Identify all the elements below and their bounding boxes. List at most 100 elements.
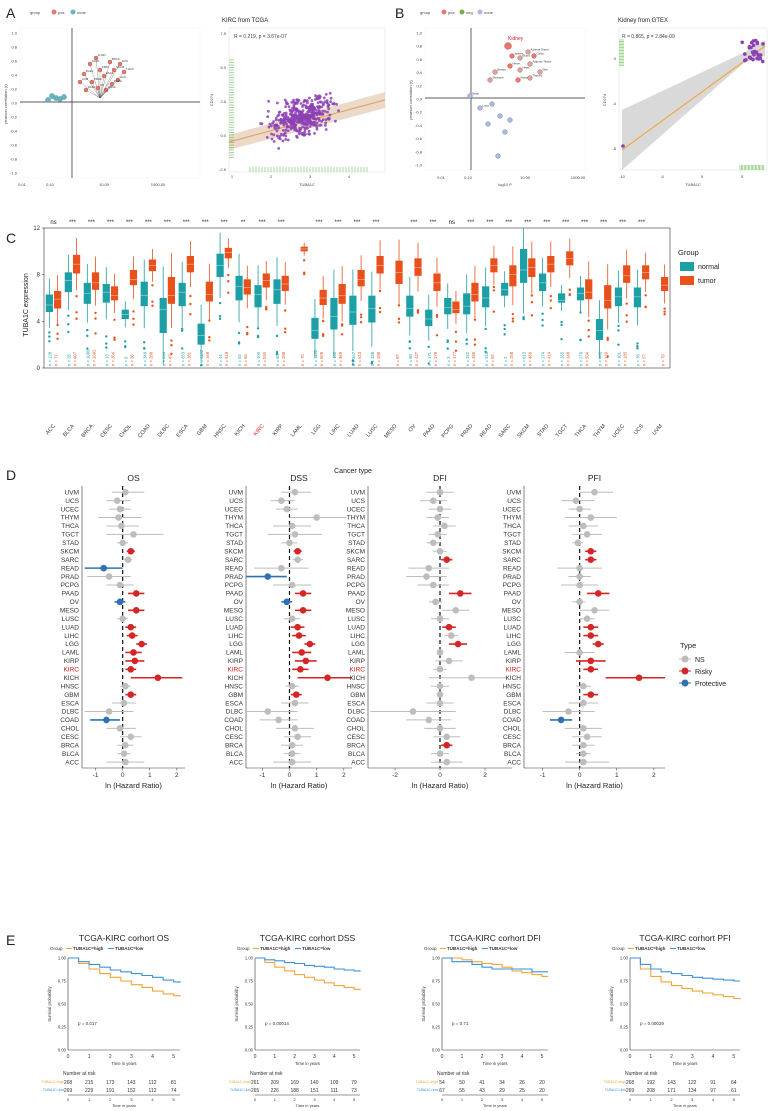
- corr-point-b: [755, 56, 759, 61]
- corr-point: [275, 129, 279, 133]
- normal-outlier: [124, 345, 127, 348]
- legend-pos-marker: [51, 9, 57, 15]
- tumor-outlier: [625, 314, 628, 317]
- forest-category-label: LGG: [507, 641, 521, 648]
- point-label-b: Blood: [523, 54, 531, 58]
- normal-outlier: [218, 317, 222, 321]
- forest-category-label: LUAD: [226, 624, 244, 631]
- corr-point: [277, 136, 280, 140]
- significance-label: ***: [278, 220, 286, 226]
- normal-outlier: [275, 352, 279, 356]
- normal-outlier: [484, 347, 487, 350]
- km-high-curve: [442, 957, 548, 977]
- km-x-tick: 0: [254, 1054, 257, 1060]
- corr-point: [307, 129, 311, 133]
- pos-point: [93, 55, 99, 61]
- c-y-tick-label: 0: [37, 366, 41, 372]
- forest-estimate: [313, 514, 320, 521]
- corr-point: [310, 104, 313, 108]
- forest-category-label: ACC: [65, 759, 79, 766]
- tumor-box: [205, 281, 213, 302]
- panel-b-scatter: group pos neg none pearson correlation (…: [408, 9, 586, 187]
- forest-estimate: [580, 750, 587, 757]
- significance-label: ***: [486, 220, 494, 226]
- pos-point: [115, 77, 121, 83]
- x-tick-label-b: 1000.00: [571, 175, 586, 180]
- significance-label: ns: [449, 220, 455, 226]
- y-tick-label-b: 0.4: [416, 70, 422, 75]
- tumor-outlier: [454, 340, 458, 343]
- corr-point: [303, 130, 307, 134]
- km-legend-low: TUBA1C=low: [677, 946, 706, 951]
- corr-point: [277, 113, 281, 117]
- corr-point: [292, 126, 296, 130]
- forest-estimate: [635, 674, 643, 682]
- forest-category-label: LAML: [226, 650, 243, 657]
- point-label: KIRC: [102, 65, 109, 69]
- category-label: SARC: [498, 423, 512, 439]
- normal-outlier: [48, 331, 51, 334]
- corr-point: [284, 128, 288, 132]
- pos-point-b: [492, 69, 498, 75]
- km-risk-low: 29: [499, 1088, 505, 1094]
- corr-y-title-b: CD274: [602, 93, 607, 106]
- forest-category-label: DLBC: [62, 709, 80, 716]
- corr-y-tick: 2.5: [220, 99, 226, 104]
- corr-point-b: [754, 50, 759, 55]
- corr-point: [324, 128, 328, 131]
- forest-estimate: [580, 741, 587, 749]
- forest-estimate: [291, 725, 299, 732]
- point-label: LUAD: [98, 53, 105, 57]
- forest-x-tick-label: 0: [288, 772, 292, 779]
- leader-line: [99, 61, 111, 99]
- forest-estimate: [587, 556, 595, 563]
- corr-point: [266, 115, 270, 118]
- significance-label: ***: [335, 220, 343, 226]
- normal-outlier: [636, 347, 639, 350]
- km-risk-high-name: TUBA1C=high: [416, 1080, 439, 1084]
- tumor-n-label: n = 407: [72, 351, 77, 366]
- forest-category-label: OV: [512, 599, 522, 606]
- forest-category-label: KIRP: [228, 658, 243, 665]
- panel-a-correlation: KIRC from TCGA R = 0.219, p = 3.67e-07 C…: [209, 18, 386, 187]
- km-title: TCGA-KIRC corhort OS: [79, 933, 170, 943]
- point-label-b: Colon: [537, 52, 545, 56]
- forest-category-label: ACC: [351, 759, 365, 766]
- none-point-b: [495, 153, 501, 159]
- corr-point: [314, 117, 317, 121]
- none-point: [45, 97, 51, 103]
- normal-outlier: [199, 364, 203, 367]
- km-low-curve: [630, 957, 740, 982]
- forest-estimate: [124, 556, 132, 563]
- pos-point-b: [509, 53, 515, 59]
- normal-box: [557, 293, 566, 303]
- forest-estimate: [583, 615, 591, 623]
- corr-point: [289, 120, 293, 124]
- corr-point: [272, 133, 276, 137]
- tumor-outlier: [340, 323, 344, 326]
- forest-category-label: SKCM: [224, 548, 243, 555]
- corr-point: [308, 96, 311, 100]
- forest-category-label: THCA: [225, 523, 243, 530]
- category-label: CESC: [100, 423, 114, 439]
- x-tick-label-b: 0.10: [464, 175, 473, 180]
- forest-category-label: ESCA: [503, 700, 521, 707]
- y-tick-label-b: 1.0: [416, 31, 422, 36]
- tumor-n-label: n = 509: [319, 351, 324, 366]
- km-x-tick: 1: [273, 1054, 276, 1060]
- corr-point: [283, 98, 287, 102]
- km-risk-x-tick: 2: [109, 1097, 112, 1102]
- category-label: STAD: [536, 423, 550, 438]
- corr-point: [326, 105, 330, 108]
- forest-estimate: [283, 505, 291, 513]
- tumor-outlier: [473, 338, 477, 341]
- km-title: TCGA-KIRC corhort PFI: [639, 933, 730, 943]
- corr-point: [283, 120, 286, 124]
- normal-n-label: n = 1152: [199, 349, 204, 366]
- corr-point: [332, 102, 336, 105]
- forest-x-tick-label: -1: [540, 772, 546, 779]
- significance-label: ***: [581, 220, 589, 226]
- tumor-outlier: [246, 325, 249, 329]
- forest-category-label: PCPG: [347, 582, 365, 589]
